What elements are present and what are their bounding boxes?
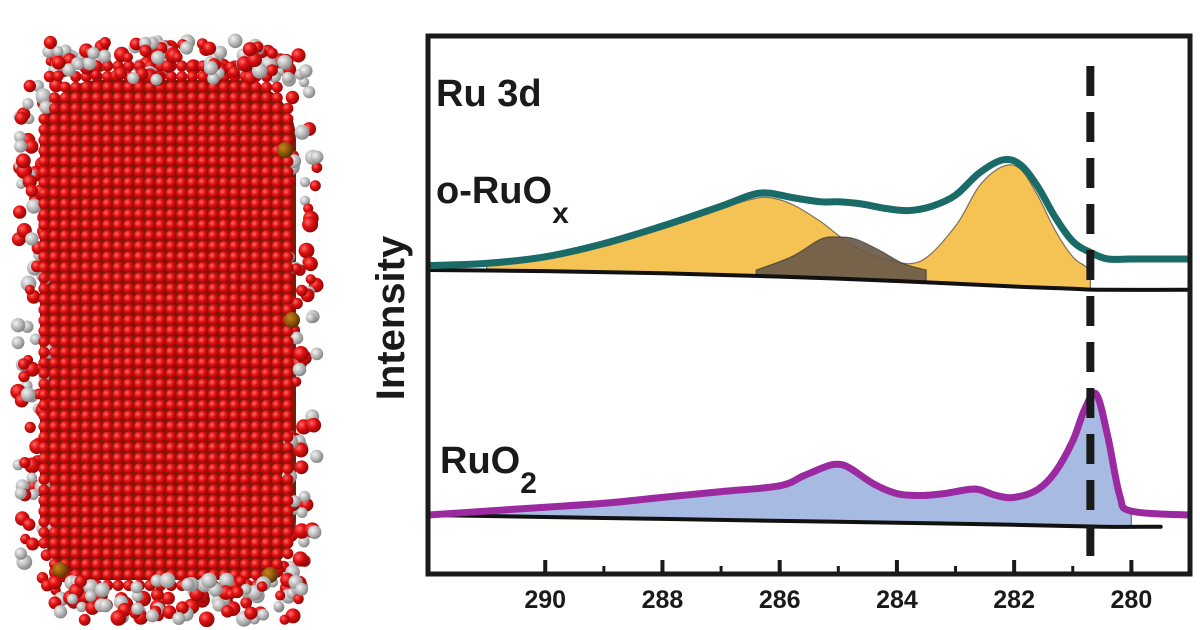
x-tick-label: 282 xyxy=(993,586,1035,614)
series-label-ox: o-RuOx xyxy=(436,170,569,230)
series-label-ruo2-main: RuO xyxy=(440,440,520,482)
ruo2-background-line xyxy=(428,513,1163,529)
ox-background-line xyxy=(428,268,1190,292)
x-tick-label: 286 xyxy=(759,586,801,614)
ox-envelope-line xyxy=(428,155,1190,270)
chart-title: Ru 3d xyxy=(436,73,542,115)
spectra-layer xyxy=(428,155,1190,529)
ox-fit-minor-peak xyxy=(755,236,927,284)
x-axis-ticks: 290 288 286 284 282 280 xyxy=(524,560,1192,614)
xps-plot: 290 288 286 284 282 280 Ru 3d o-RuOx RuO2 Int… xyxy=(369,33,1193,614)
series-label-ox-main: o-RuO xyxy=(436,170,552,212)
x-tick-label: 280 xyxy=(1111,586,1153,614)
series-label-ruo2-sub: 2 xyxy=(520,467,537,500)
x-tick-label: 288 xyxy=(642,586,684,614)
x-tick-label: 284 xyxy=(876,586,918,614)
y-axis-label: Intensity xyxy=(369,235,413,400)
nanoparticle-model-image xyxy=(10,33,324,628)
series-label-ox-sub: x xyxy=(552,197,569,230)
plot-frame xyxy=(425,33,1193,577)
series-label-ruo2: RuO2 xyxy=(440,440,537,500)
x-tick-label: 290 xyxy=(524,586,566,614)
